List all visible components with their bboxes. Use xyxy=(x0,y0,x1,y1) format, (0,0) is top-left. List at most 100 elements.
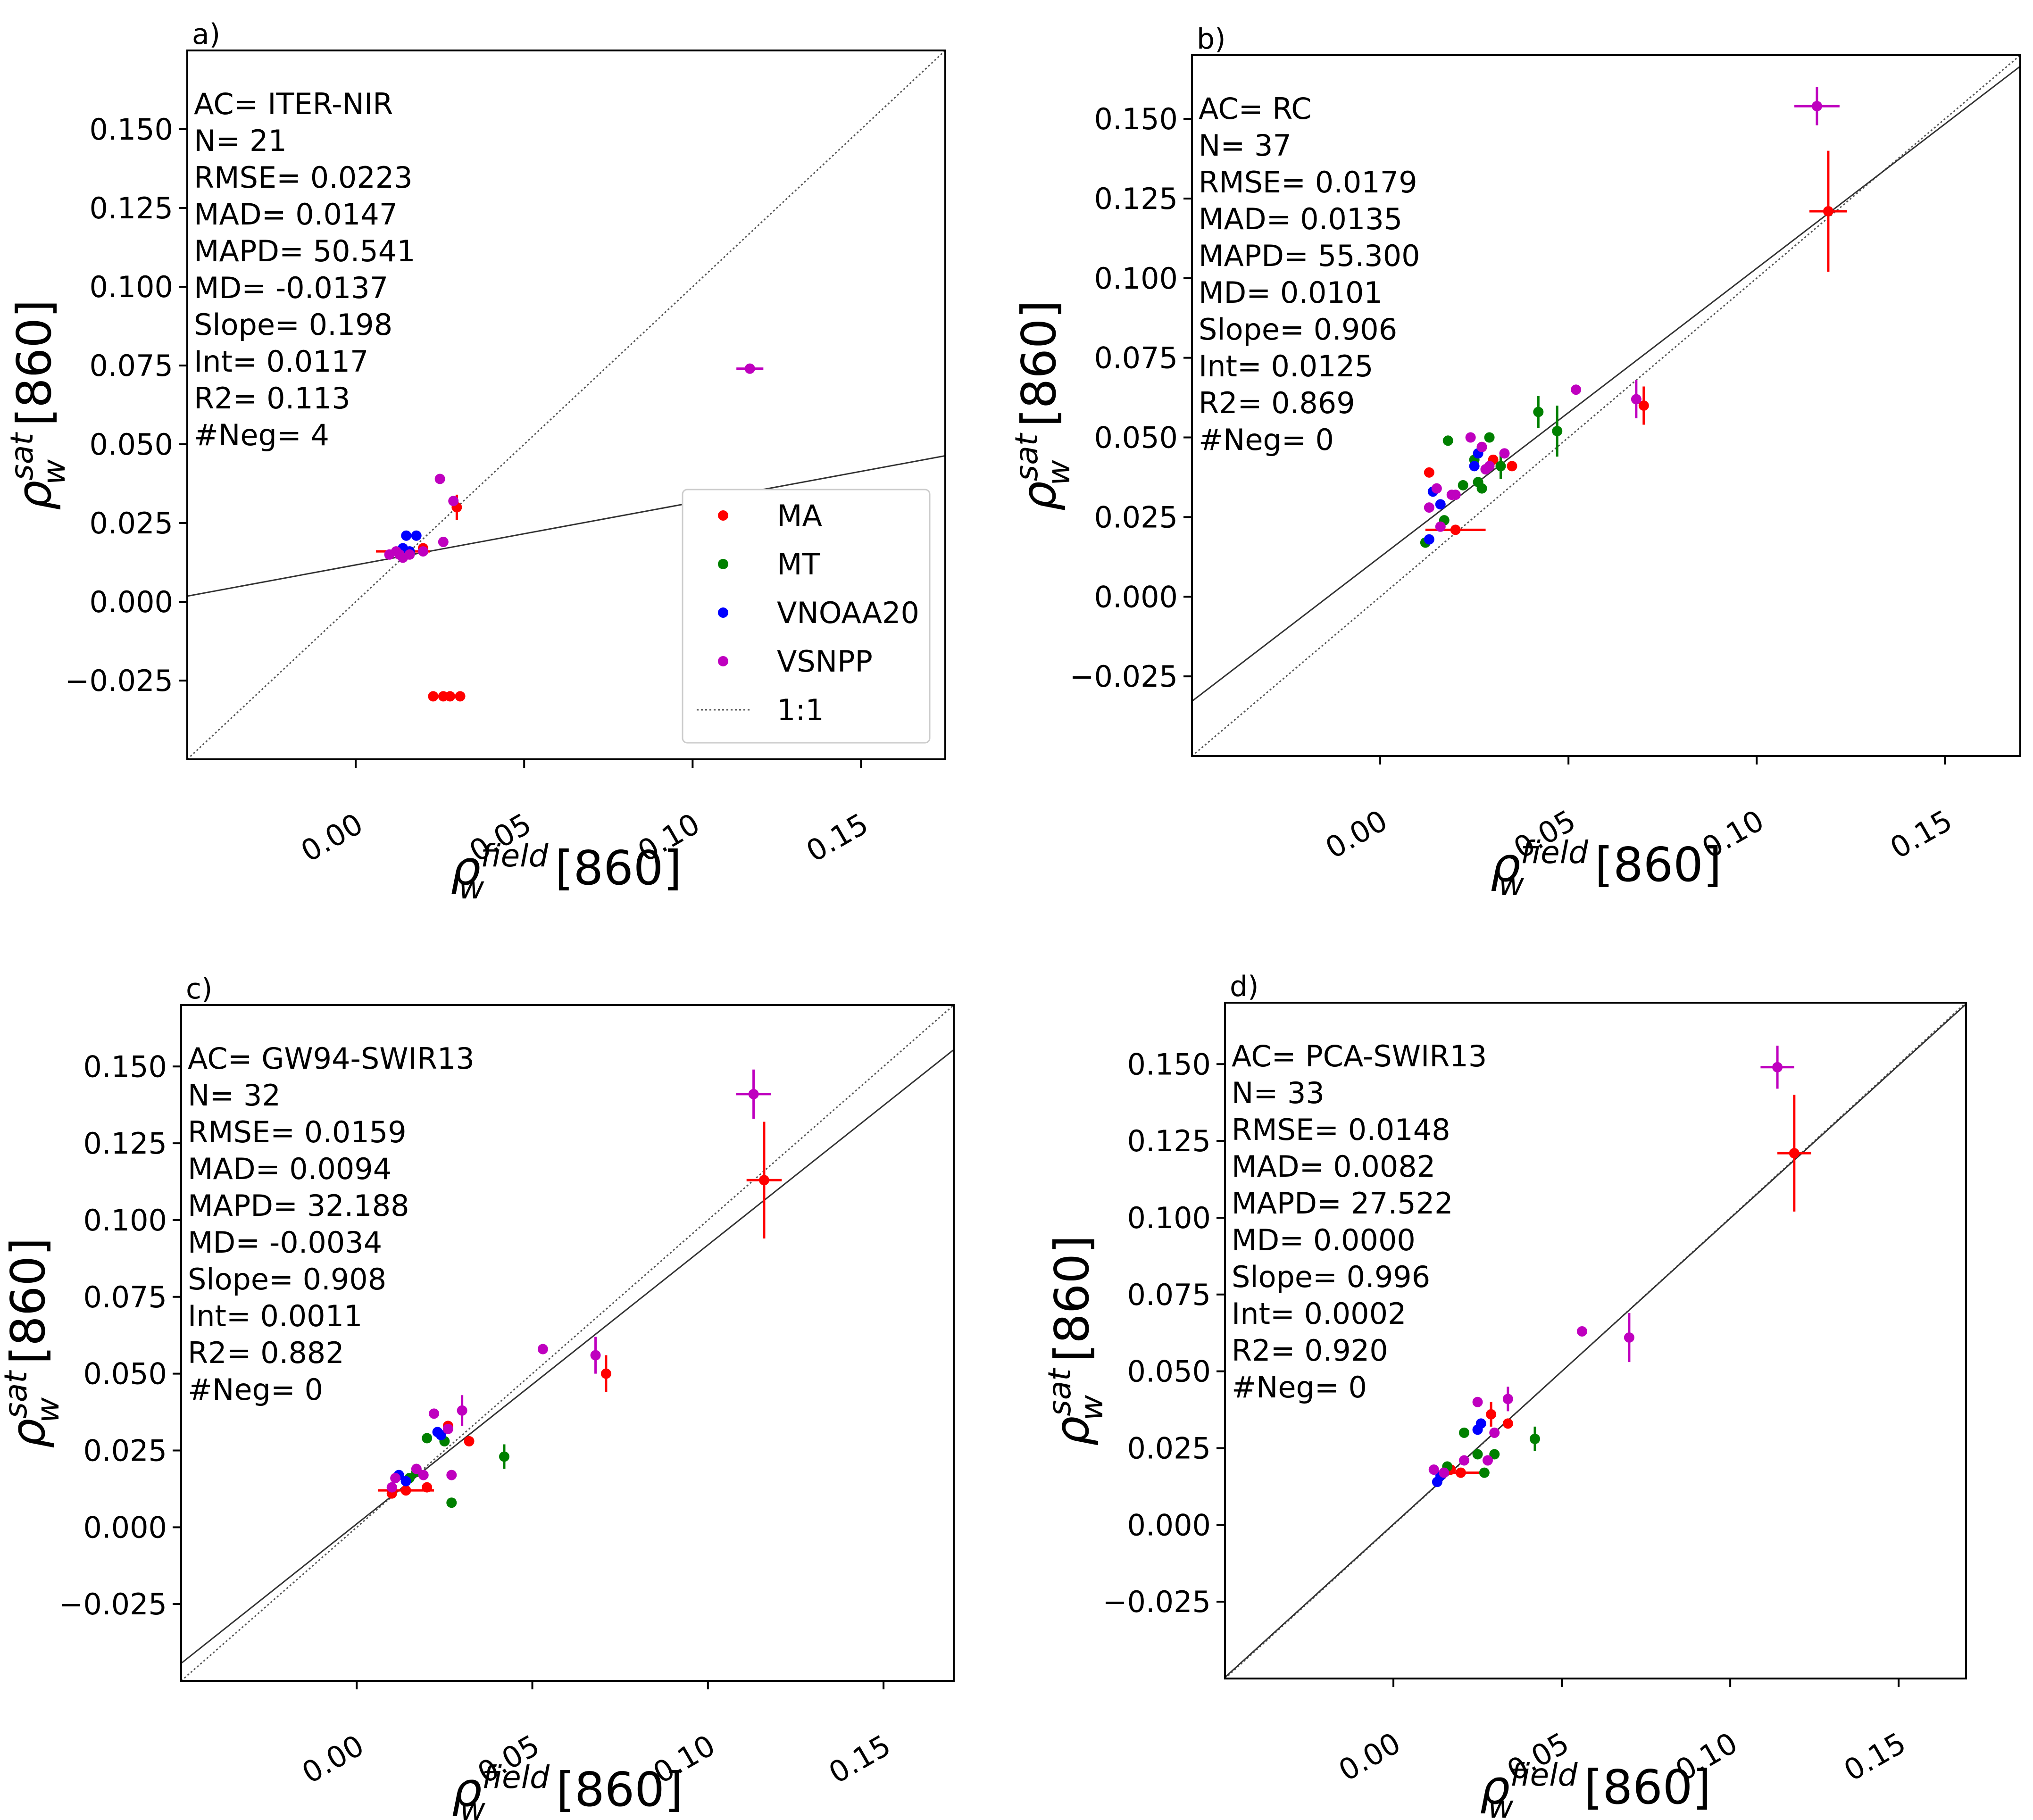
legend-label: MT xyxy=(777,547,820,582)
data-point-ma xyxy=(1507,461,1517,472)
stats-line: AC= RC xyxy=(1199,91,1312,126)
y-tick-label: 0.150 xyxy=(1094,102,1178,136)
data-point-ma xyxy=(464,1436,475,1446)
data-point-mt xyxy=(422,1433,433,1444)
data-point-vsnpp xyxy=(590,1350,601,1361)
data-point-vsnpp xyxy=(434,474,445,484)
y-tick-label: −0.025 xyxy=(1103,1585,1211,1619)
stats-line: MD= -0.0034 xyxy=(188,1225,382,1260)
y-axis-label: ρsatw[860] xyxy=(1008,300,1077,511)
reference-lines xyxy=(1225,1003,1966,1679)
y-tick-label: 0.050 xyxy=(1127,1355,1211,1389)
data-point-vsnpp xyxy=(390,1473,401,1484)
y-tick-label: 0.025 xyxy=(1127,1431,1211,1465)
data-point-ma xyxy=(1638,400,1649,411)
data-point-vsnpp xyxy=(537,1344,548,1355)
panel-label: a) xyxy=(192,18,220,51)
stats-line: Slope= 0.198 xyxy=(194,307,392,342)
data-point-ma xyxy=(758,1175,769,1186)
data-points xyxy=(1420,87,1847,548)
stats-line: Int= 0.0117 xyxy=(194,344,369,379)
data-point-vsnpp xyxy=(1772,1062,1783,1072)
data-point-vsnpp xyxy=(411,1463,422,1474)
legend-marker xyxy=(718,607,728,618)
y-tick-label: 0.125 xyxy=(1127,1124,1211,1158)
stats-line: MAPD= 55.300 xyxy=(1199,239,1420,273)
y-tick-label: 0.000 xyxy=(1127,1508,1211,1542)
data-point-mt xyxy=(1472,1449,1483,1460)
legend-label: VNOAA20 xyxy=(777,596,919,630)
data-point-ma xyxy=(1424,467,1434,478)
stats-line: #Neg= 4 xyxy=(194,418,329,452)
data-point-vnoaa20 xyxy=(1424,534,1434,545)
y-tick-label: 0.150 xyxy=(83,1049,167,1084)
data-point-ma xyxy=(400,1485,411,1496)
data-point-mt xyxy=(499,1451,509,1462)
data-point-vsnpp xyxy=(1439,1467,1450,1478)
data-point-mt xyxy=(1476,483,1487,494)
y-axis: −0.025 0.000 0.025 0.050 0.075 0.100 0.125 0.15… xyxy=(1103,1047,1225,1619)
data-point-vsnpp xyxy=(1435,521,1446,532)
data-point-vsnpp xyxy=(1431,483,1442,494)
y-axis-label: ρsatw[860] xyxy=(1041,1235,1110,1446)
stats-line: MAD= 0.0094 xyxy=(188,1152,392,1186)
data-point-vsnpp xyxy=(418,1470,429,1480)
data-point-mt xyxy=(1529,1433,1540,1444)
data-point-ma xyxy=(1450,524,1461,535)
data-point-vsnpp xyxy=(429,1408,440,1419)
one-to-one-line xyxy=(181,1005,954,1681)
stats-line: MD= 0.0000 xyxy=(1232,1223,1416,1257)
data-point-mt xyxy=(1484,432,1495,443)
y-tick-label: 0.000 xyxy=(1094,580,1178,614)
stats-line: RMSE= 0.0159 xyxy=(188,1115,407,1149)
data-point-vsnpp xyxy=(1428,1464,1439,1475)
y-tick-label: 0.150 xyxy=(1127,1047,1211,1081)
regression-line xyxy=(187,455,945,597)
data-point-vnoaa20 xyxy=(1435,499,1446,510)
data-point-mt xyxy=(1479,1467,1490,1478)
data-point-vsnpp xyxy=(457,1405,467,1416)
legend-box xyxy=(682,489,931,744)
legend-label: MA xyxy=(777,499,822,533)
data-point-vnoaa20 xyxy=(401,530,412,541)
y-tick-label: 0.100 xyxy=(83,1203,167,1238)
y-tick-label: 0.000 xyxy=(90,585,174,619)
y-axis: −0.025 0.000 0.025 0.050 0.075 0.100 0.125 0.15… xyxy=(65,112,187,698)
stats-line: MAD= 0.0135 xyxy=(1199,202,1402,236)
data-point-vsnpp xyxy=(386,1482,397,1493)
x-axis-label: ρfield w [860] xyxy=(1491,834,1722,903)
y-tick-label: 0.000 xyxy=(83,1510,167,1545)
reference-lines xyxy=(1192,55,2020,756)
data-point-mt xyxy=(1459,1427,1470,1438)
data-point-vsnpp xyxy=(1489,1427,1500,1438)
data-point-ma xyxy=(1823,206,1833,216)
y-tick-label: 0.050 xyxy=(1094,421,1178,455)
data-point-vnoaa20 xyxy=(1475,1418,1486,1429)
stats-line: MD= 0.0101 xyxy=(1199,275,1383,310)
y-tick-label: 0.100 xyxy=(1094,261,1178,296)
panel-2: b) −0.025 0.000 0.025 0.050 0.075 0.100 0.125 0.… xyxy=(1008,23,2021,903)
y-tick-label: 0.050 xyxy=(90,427,174,462)
stats-line: N= 21 xyxy=(194,124,287,158)
legend-marker xyxy=(718,510,728,521)
data-points xyxy=(1428,1046,1811,1488)
data-point-ma xyxy=(1455,1467,1466,1478)
stats-line: N= 37 xyxy=(1199,128,1291,163)
stats-line: #Neg= 0 xyxy=(1199,423,1334,457)
y-tick-label: 0.025 xyxy=(83,1433,167,1468)
data-point-vnoaa20 xyxy=(1469,461,1480,472)
x-tick-label: 0.00 xyxy=(1333,1726,1406,1788)
stats-line: #Neg= 0 xyxy=(1232,1370,1367,1404)
data-point-ma xyxy=(600,1368,611,1379)
stats-line: AC= GW94-SWIR13 xyxy=(188,1041,475,1076)
data-point-vnoaa20 xyxy=(411,530,422,541)
x-tick-label: 0.00 xyxy=(296,1728,370,1790)
y-tick-label: 0.125 xyxy=(83,1126,167,1161)
stats-line: MAD= 0.0147 xyxy=(194,197,398,232)
data-point-vsnpp xyxy=(1631,394,1641,405)
x-tick-label: 0.15 xyxy=(800,806,874,869)
data-point-vsnpp xyxy=(1502,1394,1513,1404)
stats-line: Int= 0.0125 xyxy=(1199,349,1374,383)
